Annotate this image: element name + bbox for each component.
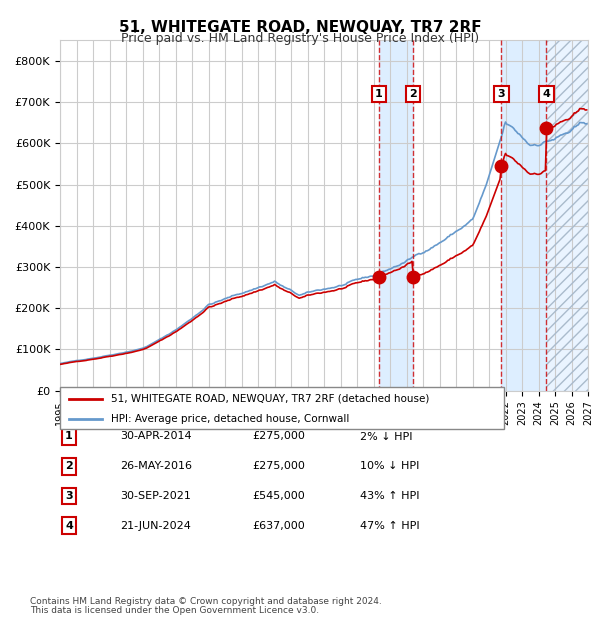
Text: 2: 2	[65, 461, 73, 471]
Text: £275,000: £275,000	[252, 461, 305, 471]
Text: 47% ↑ HPI: 47% ↑ HPI	[360, 521, 419, 531]
Text: 21-JUN-2024: 21-JUN-2024	[120, 521, 191, 531]
Text: HPI: Average price, detached house, Cornwall: HPI: Average price, detached house, Corn…	[111, 414, 349, 423]
Text: £637,000: £637,000	[252, 521, 305, 531]
Text: 4: 4	[65, 521, 73, 531]
Text: Contains HM Land Registry data © Crown copyright and database right 2024.: Contains HM Land Registry data © Crown c…	[30, 597, 382, 606]
Text: £275,000: £275,000	[252, 432, 305, 441]
Text: 1: 1	[375, 89, 383, 99]
Text: 43% ↑ HPI: 43% ↑ HPI	[360, 491, 419, 501]
Bar	[502, 40, 546, 391]
Text: 3: 3	[65, 491, 73, 501]
Text: £545,000: £545,000	[252, 491, 305, 501]
Text: 26-MAY-2016: 26-MAY-2016	[120, 461, 192, 471]
Text: 10% ↓ HPI: 10% ↓ HPI	[360, 461, 419, 471]
Bar	[546, 40, 588, 391]
Text: 4: 4	[542, 89, 550, 99]
Text: 2: 2	[409, 89, 417, 99]
Text: 30-SEP-2021: 30-SEP-2021	[120, 491, 191, 501]
Text: Price paid vs. HM Land Registry's House Price Index (HPI): Price paid vs. HM Land Registry's House …	[121, 32, 479, 45]
Text: 1: 1	[65, 432, 73, 441]
Bar	[379, 40, 413, 391]
Text: 51, WHITEGATE ROAD, NEWQUAY, TR7 2RF (detached house): 51, WHITEGATE ROAD, NEWQUAY, TR7 2RF (de…	[111, 394, 430, 404]
Bar	[546, 40, 588, 391]
Text: 2% ↓ HPI: 2% ↓ HPI	[360, 432, 413, 441]
Text: 51, WHITEGATE ROAD, NEWQUAY, TR7 2RF: 51, WHITEGATE ROAD, NEWQUAY, TR7 2RF	[119, 20, 481, 35]
Text: 3: 3	[497, 89, 505, 99]
Text: 30-APR-2014: 30-APR-2014	[120, 432, 191, 441]
Text: This data is licensed under the Open Government Licence v3.0.: This data is licensed under the Open Gov…	[30, 606, 319, 615]
